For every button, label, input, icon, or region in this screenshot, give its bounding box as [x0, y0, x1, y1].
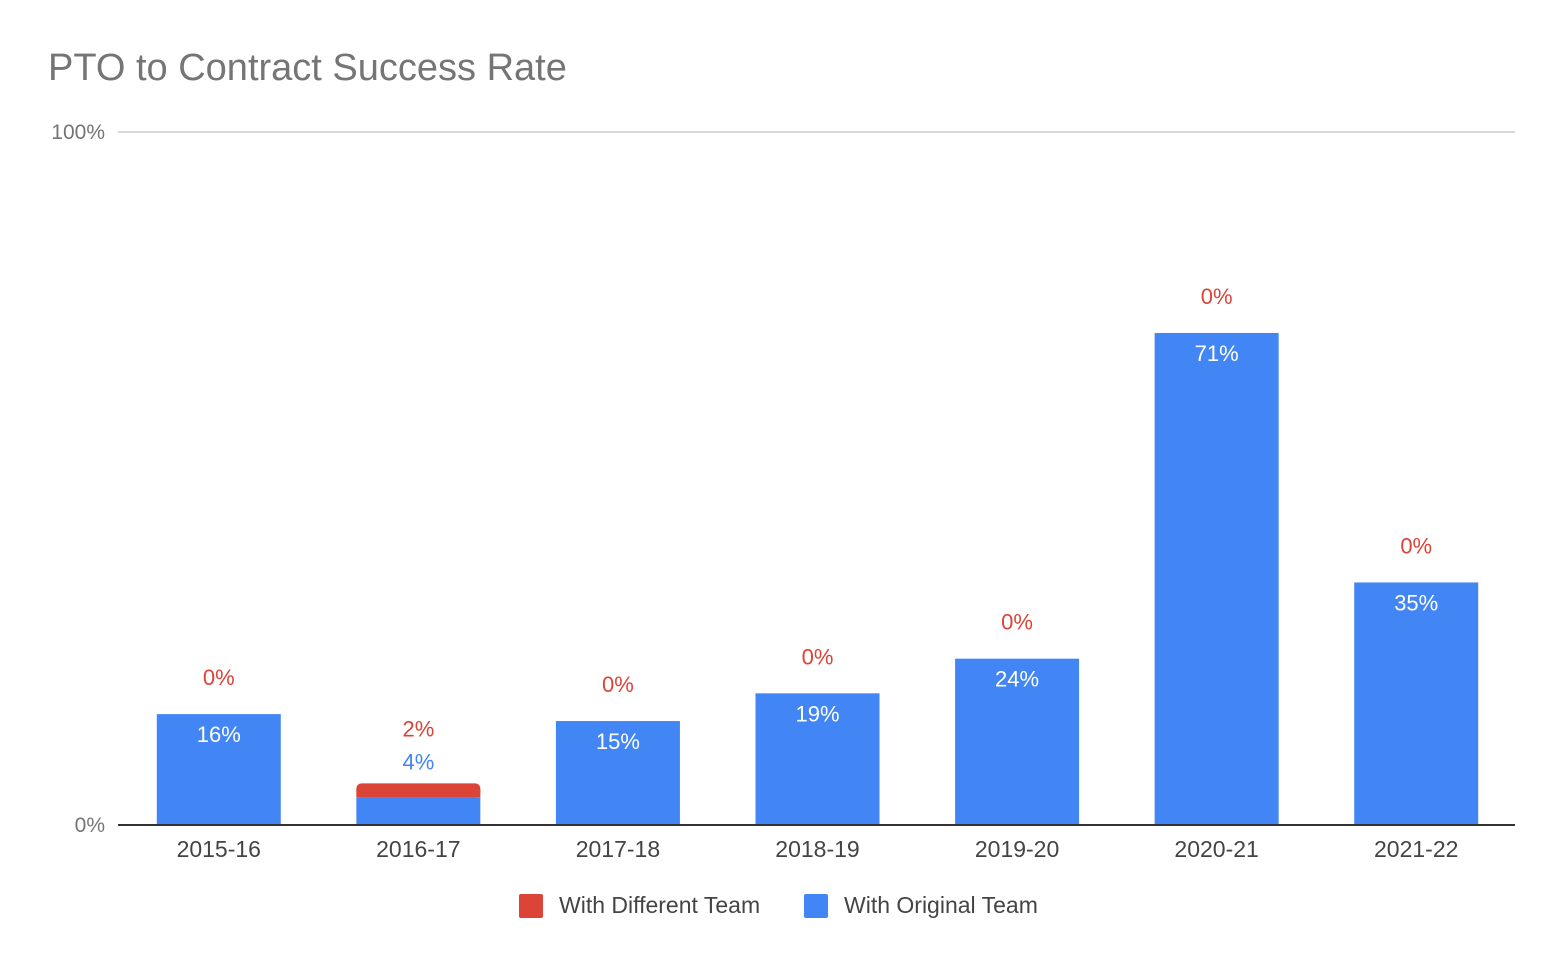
axes: 0% 100% 2015-16 2016-17 2017-18 2018-19 2019-2… [51, 121, 1515, 862]
data-label-original-team: 35% [1394, 590, 1438, 615]
y-tick-label: 100% [51, 121, 105, 144]
data-labels: 16% 0% 4% 2% 15% 0% 19% 0% 24% 0% 71% 0% 35% 0% [197, 284, 1438, 774]
bar-original-team [356, 797, 481, 825]
x-tick-label: 2016-17 [376, 836, 460, 862]
chart-title: PTO to Contract Success Rate [48, 47, 567, 89]
bar-different-team-base [356, 790, 481, 798]
x-tick-label: 2018-19 [775, 836, 859, 862]
x-tick-label: 2020-21 [1174, 836, 1258, 862]
bar-original-team [1354, 582, 1479, 825]
data-label-original-team: 15% [596, 729, 640, 754]
x-tick-label: 2015-16 [177, 836, 261, 862]
x-tick-label: 2021-22 [1374, 836, 1458, 862]
data-label-different-team: 0% [602, 672, 634, 697]
bars [156, 332, 1479, 825]
data-label-original-team: 71% [1195, 341, 1239, 366]
bar-original-team [156, 714, 281, 825]
bar-original-team [755, 693, 880, 825]
data-label-different-team: 0% [203, 665, 235, 690]
bar-original-team [555, 721, 680, 825]
y-tick-label: 0% [75, 814, 105, 837]
data-label-different-team: 0% [802, 644, 834, 669]
legend-swatch [519, 894, 543, 918]
data-label-different-team: 2% [402, 716, 434, 741]
legend-label: With Different Team [559, 892, 760, 918]
legend-swatch [804, 894, 828, 918]
bar-original-team [955, 658, 1080, 825]
data-label-original-team: 19% [795, 701, 839, 726]
data-label-original-team: 24% [995, 667, 1039, 692]
data-label-different-team: 0% [1400, 533, 1432, 558]
legend: With Different Team With Original Team [519, 892, 1038, 918]
x-tick-label: 2019-20 [975, 836, 1059, 862]
data-label-original-team: 16% [197, 722, 241, 747]
data-label-different-team: 0% [1001, 610, 1033, 635]
data-label-different-team: 0% [1201, 284, 1233, 309]
data-label-original-team: 4% [402, 749, 434, 774]
x-tick-label: 2017-18 [576, 836, 660, 862]
bar-original-team [1154, 332, 1279, 825]
legend-label: With Original Team [844, 892, 1038, 918]
